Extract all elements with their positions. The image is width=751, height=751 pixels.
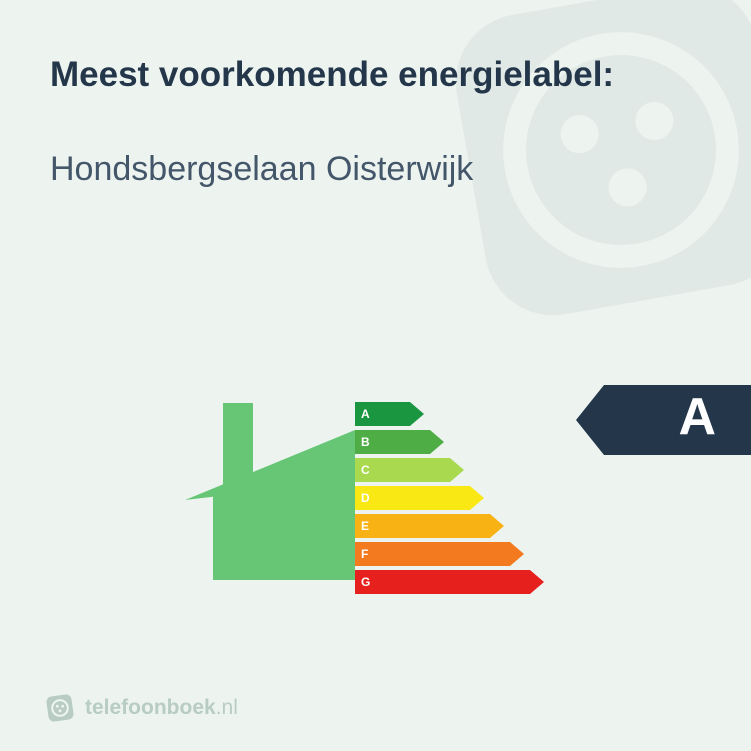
page-title: Meest voorkomende energielabel: [50, 55, 701, 95]
bar-letter: G [361, 570, 370, 594]
bar-letter: A [361, 402, 370, 426]
bar-letter: D [361, 486, 370, 510]
brand-text: telefoonboek.nl [85, 696, 238, 720]
brand-icon [45, 693, 75, 723]
bar-letter: E [361, 514, 369, 538]
bar-letter: B [361, 430, 370, 454]
brand-name-bold: telefoonboek [85, 696, 216, 719]
energy-label-chart: A B C D E F G A [0, 385, 751, 615]
page-subtitle: Hondsbergselaan Oisterwijk [50, 150, 701, 189]
bar-letter: C [361, 458, 370, 482]
bar-letter: F [361, 542, 368, 566]
result-letter: A [678, 391, 716, 443]
house-icon [185, 385, 355, 585]
footer-brand: telefoonboek.nl [45, 693, 238, 723]
content-area: Meest voorkomende energielabel: Hondsber… [0, 0, 751, 189]
brand-name-light: .nl [216, 696, 238, 719]
result-badge: A [576, 385, 751, 460]
